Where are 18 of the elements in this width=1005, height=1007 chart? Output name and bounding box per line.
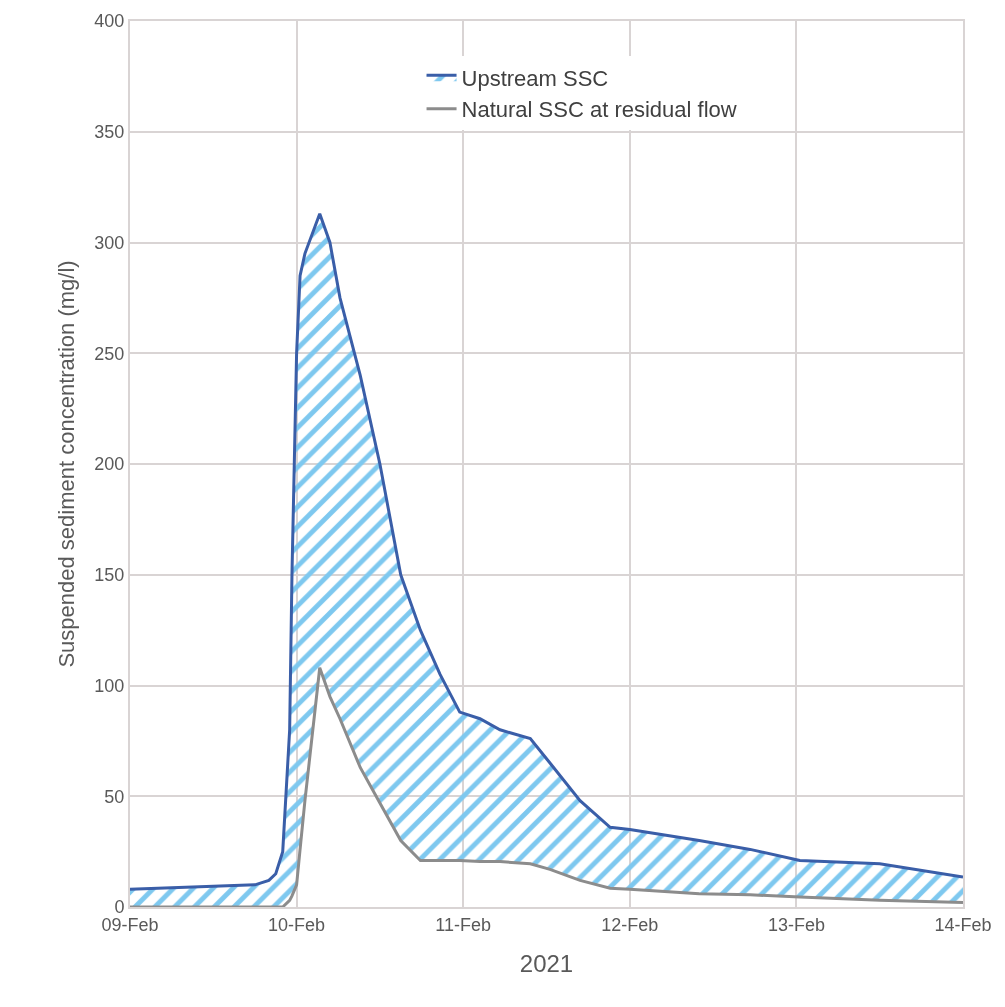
legend-label: Natural SSC at residual flow <box>461 97 737 123</box>
x-axis-title: 2021 <box>519 950 574 978</box>
y-tick-label: 50 <box>104 786 125 807</box>
y-tick-label: 100 <box>94 675 125 696</box>
x-tick-label: 11-Feb <box>435 914 492 935</box>
y-tick-label: 200 <box>94 454 125 475</box>
y-axis-title: Suspended sediment concentration (mg/l) <box>53 260 79 668</box>
x-tick-label: 13-Feb <box>767 914 825 935</box>
y-tick-label: 150 <box>94 565 125 586</box>
y-tick-label: 250 <box>94 343 125 364</box>
x-tick-label: 10-Feb <box>268 914 326 935</box>
y-tick-label: 400 <box>94 11 125 32</box>
legend-label: Upstream SSC <box>461 65 609 91</box>
x-tick-label: 14-Feb <box>934 914 992 935</box>
x-tick-label: 12-Feb <box>601 914 659 935</box>
y-tick-label: 300 <box>94 232 125 253</box>
line-series <box>130 666 963 907</box>
y-tick-label: 350 <box>94 122 125 143</box>
